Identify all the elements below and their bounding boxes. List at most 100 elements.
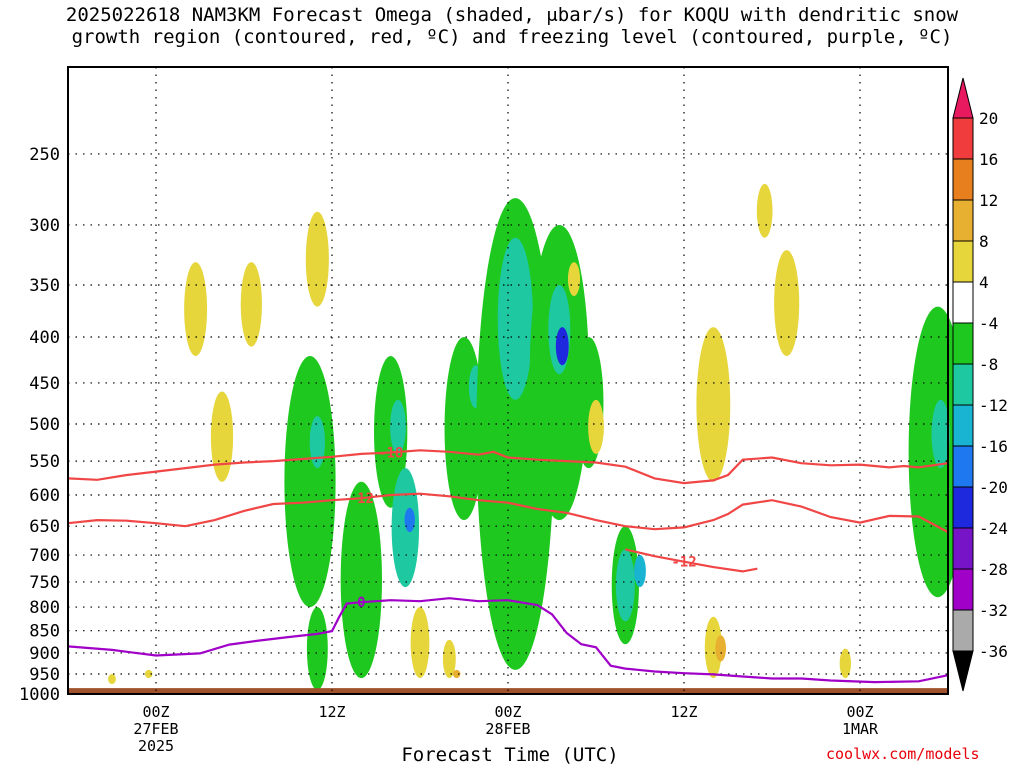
- colorbar-label-9: -20: [979, 478, 1008, 497]
- colorbar-swatch-11: [952, 527, 974, 570]
- omega-cell-24: [567, 262, 581, 296]
- contour-label-1: -12: [349, 491, 374, 507]
- colorbar-swatch-12: [952, 568, 974, 611]
- chart-title: 2025022618 NAM3KM Forecast Omega (shaded…: [0, 4, 1024, 48]
- ground-surface: [68, 688, 948, 694]
- omega-cell-33: [756, 183, 773, 238]
- contour-line-2: [625, 548, 758, 573]
- colorbar-swatch-8: [952, 404, 974, 447]
- omega-cell-2: [184, 262, 208, 357]
- colorbar-swatch-1: [952, 117, 974, 160]
- x-tick-label-0-0: 00Z: [142, 703, 169, 721]
- contour-label-0: -18: [378, 446, 403, 462]
- colorbar-label-3: 8: [979, 232, 989, 251]
- omega-cell-7: [306, 607, 328, 691]
- omega-cell-16: [452, 669, 461, 679]
- colorbar-swatch-14: [952, 650, 974, 692]
- colorbar-swatch-2: [952, 158, 974, 201]
- x-axis-title: Forecast Time (UTC): [401, 744, 619, 766]
- colorbar-label-13: -36: [979, 642, 1008, 661]
- colorbar-swatch-10: [952, 486, 974, 529]
- colorbar-label-1: 16: [979, 150, 998, 169]
- omega-cell-0: [108, 674, 116, 685]
- omega-cell-8: [309, 416, 326, 469]
- omega-cell-30: [696, 327, 731, 482]
- omega-cell-5: [305, 211, 329, 307]
- omega-cell-12: [391, 468, 420, 588]
- contour-layer: -18 -12 -12 0: [67, 446, 949, 684]
- y-tick-label-250: 250: [29, 145, 60, 165]
- contour-line-1: [67, 492, 949, 534]
- credit-link[interactable]: coolwx.com/models: [826, 745, 980, 763]
- y-tick-label-850: 850: [29, 622, 60, 642]
- y-tick-label-300: 300: [29, 216, 60, 236]
- colorbar-label-7: -12: [979, 396, 1008, 415]
- colorbar-label-11: -28: [979, 560, 1008, 579]
- omega-cell-35: [839, 648, 851, 679]
- y-tick-label-600: 600: [29, 486, 60, 506]
- y-tick-label-950: 950: [29, 665, 60, 685]
- x-tick-label-4-0: 00Z: [846, 703, 873, 721]
- omega-cell-4: [240, 262, 262, 347]
- colorbar-swatch-4: [952, 240, 974, 283]
- omega-cell-23: [555, 327, 569, 366]
- y-tick-label-500: 500: [29, 415, 60, 435]
- y-tick-label-450: 450: [29, 374, 60, 394]
- x-tick-label-4-1: 1MAR: [842, 720, 879, 738]
- omega-cell-9: [340, 481, 383, 679]
- colorbar-swatch-6: [952, 322, 974, 365]
- omega-cell-6: [284, 356, 336, 608]
- y-tick-label-650: 650: [29, 517, 60, 537]
- x-tick-label-0-1: 27FEB: [133, 720, 178, 738]
- y-tick-label-400: 400: [29, 328, 60, 348]
- omega-cell-29: [634, 555, 646, 588]
- x-tick-label-0-2: 2025: [138, 737, 174, 755]
- contour-line-0: [67, 449, 949, 485]
- omega-cell-11: [390, 399, 406, 454]
- colorbar-label-2: 12: [979, 191, 998, 210]
- y-tick-label-800: 800: [29, 598, 60, 618]
- colorbar-swatch-9: [952, 445, 974, 488]
- omega-shading-layer: [108, 183, 967, 691]
- chart-title-line-1: 2025022618 NAM3KM Forecast Omega (shaded…: [65, 4, 959, 26]
- y-tick-label-900: 900: [29, 644, 60, 664]
- colorbar-label-12: -32: [979, 601, 1008, 620]
- omega-cell-3: [210, 391, 234, 482]
- omega-cell-13: [404, 507, 415, 533]
- omega-cell-26: [588, 399, 604, 454]
- y-tick-label-1000: 1000: [19, 685, 60, 705]
- omega-cell-1: [144, 669, 153, 679]
- x-tick-label-3-0: 12Z: [670, 703, 697, 721]
- colorbar-label-8: -16: [979, 437, 1008, 456]
- omega-cell-20: [497, 237, 533, 400]
- y-tick-label-700: 700: [29, 546, 60, 566]
- omega-cell-14: [410, 607, 430, 679]
- colorbar-label-5: -4: [979, 314, 998, 333]
- colorbar-label-6: -8: [979, 355, 998, 374]
- colorbar-swatch-7: [952, 363, 974, 406]
- omega-cell-31: [704, 616, 722, 679]
- y-tick-label-550: 550: [29, 452, 60, 472]
- plot-frame: [67, 66, 949, 695]
- omega-cell-28: [615, 549, 635, 622]
- y-tick-label-750: 750: [29, 573, 60, 593]
- omega-cell-37: [931, 399, 950, 469]
- colorbar: 20 16 12 8 4 -4 -8 -12 -16 -20 -24 -28 -32 -36: [952, 77, 1008, 692]
- colorbar-label-4: 4: [979, 273, 989, 292]
- colorbar-swatch-0: [952, 77, 974, 119]
- ground-surface-layer: [68, 688, 948, 694]
- contour-line-3: [67, 597, 949, 684]
- x-tick-label-2-1: 28FEB: [485, 720, 530, 738]
- colorbar-label-0: 20: [979, 109, 998, 128]
- omega-cell-15: [442, 639, 456, 679]
- y-tick-label-350: 350: [29, 276, 60, 296]
- colorbar-swatch-5: [952, 281, 974, 324]
- x-tick-label-1-0: 12Z: [318, 703, 345, 721]
- omega-cell-32: [715, 635, 727, 662]
- x-tick-label-2-0: 00Z: [494, 703, 521, 721]
- y-axis-ticks: 2503003504004505005506006507007508008509…: [19, 145, 60, 705]
- chart-title-line-2: growth region (contoured, red, ºC) and f…: [71, 26, 953, 48]
- contour-label-2: -12: [671, 555, 696, 571]
